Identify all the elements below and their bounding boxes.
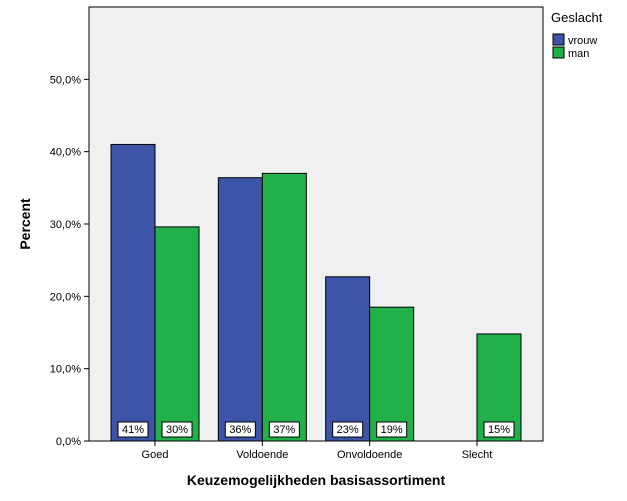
data-label-box xyxy=(161,421,193,438)
bar-vrouw-onvoldoende xyxy=(325,276,371,442)
y-tick-label: 10,0% xyxy=(50,364,81,376)
x-axis-title: Keuzemogelijkheden basisassortiment xyxy=(187,472,446,488)
data-label-box xyxy=(224,421,256,438)
data-label: 15% xyxy=(488,424,510,436)
legend-label-man: man xyxy=(568,48,589,60)
bar-vrouw-voldoende xyxy=(217,177,263,442)
y-tick-label: 20,0% xyxy=(50,291,81,303)
data-label: 37% xyxy=(273,424,295,436)
data-label: 36% xyxy=(229,424,251,436)
data-label: 23% xyxy=(337,424,359,436)
x-tick-label: Voldoende xyxy=(236,449,288,461)
y-tick-label: 0,0% xyxy=(56,436,81,448)
legend-label-vrouw: vrouw xyxy=(568,35,597,47)
y-axis-title: Percent xyxy=(17,198,33,250)
y-tick-label: 30,0% xyxy=(50,219,81,231)
bar-man-goed xyxy=(154,226,200,442)
x-tick-label: Slecht xyxy=(462,449,493,461)
bars-group xyxy=(110,143,522,442)
bar-man-onvoldoende xyxy=(369,306,415,442)
x-tick-label: Goed xyxy=(142,449,169,461)
data-label-box xyxy=(268,421,300,438)
data-label: 19% xyxy=(381,424,403,436)
bar-vrouw-goed xyxy=(110,143,156,442)
data-label: 41% xyxy=(122,424,144,436)
legend-title: Geslacht xyxy=(551,10,603,25)
legend-swatch-vrouw xyxy=(552,33,565,46)
x-tick-label: Onvoldoende xyxy=(337,449,402,461)
data-labels-group: 41% 30% 36% 37% 23% 19% 15% xyxy=(117,421,515,438)
data-label-box xyxy=(332,421,364,438)
y-axis: 0,0% 10,0% 20,0% 30,0% 40,0% 50,0% xyxy=(50,74,89,448)
y-tick-label: 40,0% xyxy=(50,147,81,159)
bar-man-voldoende xyxy=(261,172,307,442)
data-label: 30% xyxy=(166,424,188,436)
y-tick-label: 50,0% xyxy=(50,74,81,86)
x-axis: Goed Voldoende Onvoldoende Slecht xyxy=(142,441,493,461)
data-label-box xyxy=(376,421,408,438)
data-label-box xyxy=(483,421,515,438)
data-label-box xyxy=(117,421,149,438)
legend-swatch-man xyxy=(552,46,565,59)
